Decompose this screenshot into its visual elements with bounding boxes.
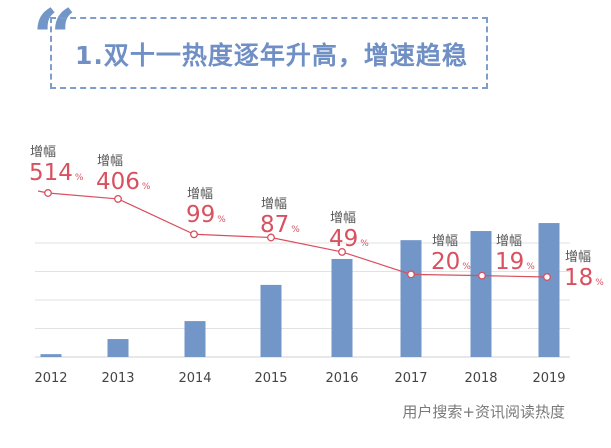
bar-2012 [40, 354, 62, 357]
bar-2014 [184, 321, 206, 357]
growth-value: 18% [564, 265, 604, 291]
growth-point [190, 230, 198, 239]
title-box [50, 17, 488, 89]
x-tick-label: 2012 [34, 371, 67, 386]
bar-2013 [107, 339, 129, 357]
x-tick-label: 2019 [532, 371, 565, 386]
growth-point [267, 233, 275, 242]
growth-value: 406% [96, 169, 151, 195]
x-tick-label: 2017 [394, 371, 427, 386]
bar-2017 [400, 240, 422, 357]
quote-mark-icon: “ [32, 0, 77, 84]
page-title: 1.双十一热度逐年升高，增速趋稳 [75, 41, 468, 70]
growth-label: 增幅 [496, 234, 522, 249]
x-tick-label: 2013 [101, 371, 134, 386]
growth-label: 增幅 [187, 187, 213, 202]
bar-2018 [470, 231, 492, 357]
x-tick-label: 2015 [254, 371, 287, 386]
growth-point [478, 271, 486, 280]
x-axis-caption: 用户搜索+资讯阅读热度 [402, 403, 565, 421]
x-tick-label: 2018 [464, 371, 497, 386]
growth-point [114, 194, 122, 203]
growth-label: 增幅 [97, 154, 123, 169]
growth-value: 49% [329, 226, 369, 252]
growth-value: 20% [431, 249, 471, 275]
growth-label: 增幅 [565, 250, 591, 265]
x-tick-label: 2014 [178, 371, 211, 386]
bar-2019 [538, 223, 560, 357]
growth-value: 514% [29, 160, 84, 186]
x-tick-label: 2016 [325, 371, 358, 386]
growth-label: 增幅 [330, 211, 356, 226]
growth-point [407, 270, 415, 279]
growth-value: 19% [495, 249, 535, 275]
growth-point [543, 273, 551, 281]
bar-2016 [331, 258, 353, 357]
growth-value: 87% [260, 212, 300, 238]
growth-label: 增幅 [432, 234, 458, 249]
bar-2015 [260, 284, 282, 357]
growth-point [44, 189, 52, 197]
growth-label: 增幅 [30, 145, 56, 160]
growth-point [338, 247, 346, 256]
growth-label: 增幅 [261, 197, 287, 212]
growth-value: 99% [186, 202, 226, 228]
